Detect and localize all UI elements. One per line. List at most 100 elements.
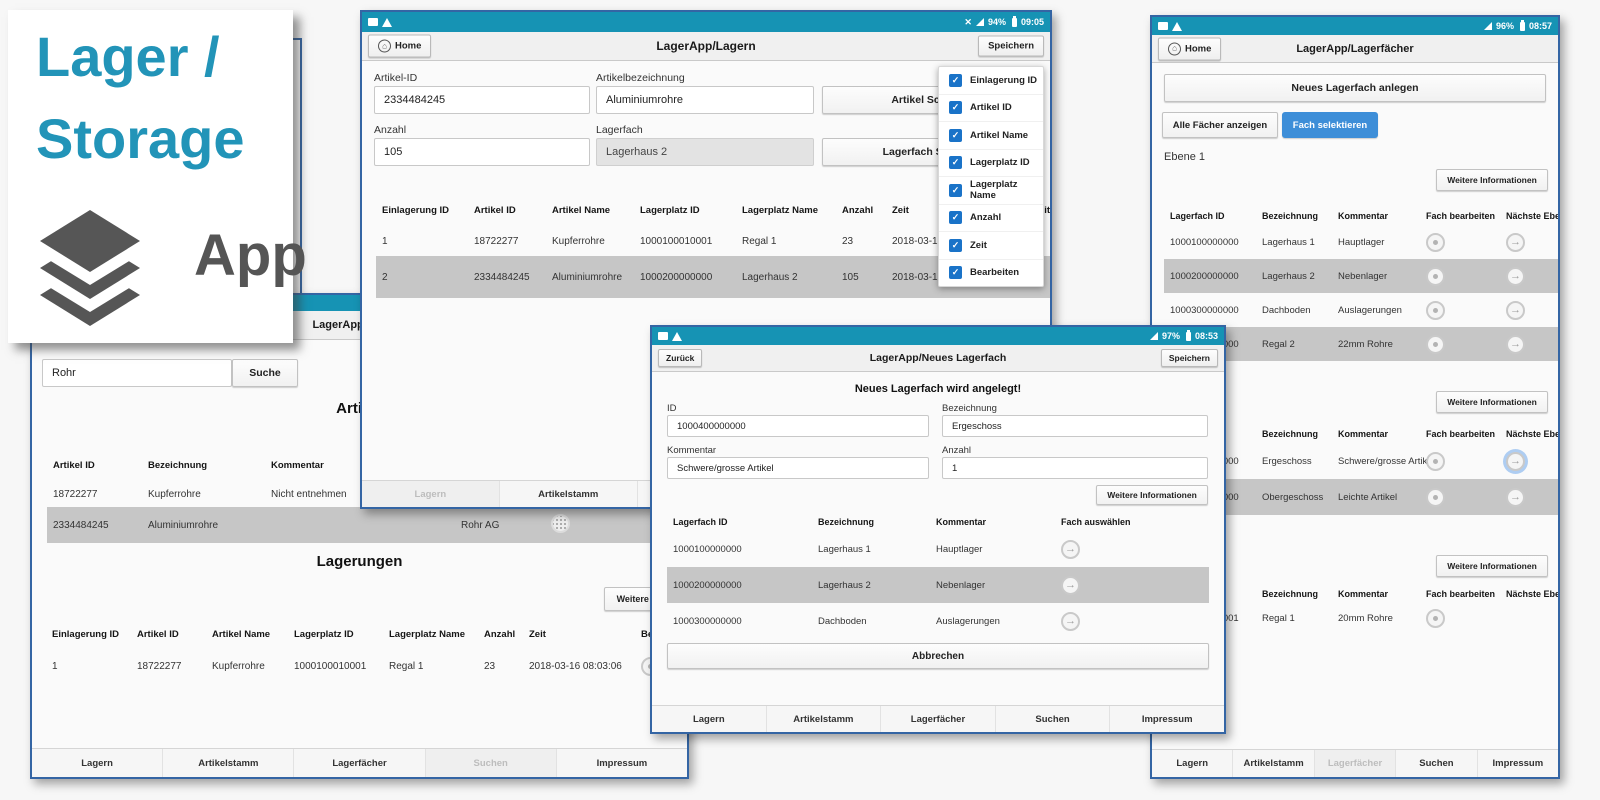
table-row[interactable]: 1 18722277 Kupferrohre 1000100010001 Reg… xyxy=(46,651,687,681)
tab-artikelstamm[interactable]: Artikelstamm xyxy=(1232,750,1314,777)
fach-auswaehlen-icon[interactable] xyxy=(1061,575,1080,595)
checked-checkbox-icon[interactable] xyxy=(949,101,962,115)
dropdown-label: Zeit xyxy=(970,239,987,251)
search-input[interactable]: Rohr xyxy=(42,359,232,387)
tab-lagern[interactable]: Lagern xyxy=(362,481,499,507)
cell: 1 xyxy=(52,660,58,672)
kommentar-field[interactable]: Schwere/grosse Artikel xyxy=(667,457,929,479)
search-button[interactable]: Suche xyxy=(232,359,298,387)
back-button[interactable]: Zurück xyxy=(658,349,703,367)
fach-bearbeiten-icon[interactable] xyxy=(1426,608,1445,628)
more-info-button[interactable]: Weitere Informationen xyxy=(1436,169,1548,191)
table-row[interactable]: 1000100000000 Lagerhaus 1 Hauptlager xyxy=(1164,225,1558,259)
naechste-ebene-icon[interactable] xyxy=(1506,334,1525,354)
tab-lagerfaecher[interactable]: Lagerfächer xyxy=(1313,750,1396,777)
tab-impressum[interactable]: Impressum xyxy=(1476,750,1558,777)
dropdown-item-lagerplatz-id[interactable]: Lagerplatz ID xyxy=(939,150,1043,177)
more-info-button[interactable]: Weitere Informationen xyxy=(1096,485,1208,505)
tab-artikelstamm[interactable]: Artikelstamm xyxy=(765,706,881,732)
lagerfach-field[interactable]: Lagerhaus 2 xyxy=(596,138,814,166)
toggle-alle-faecher[interactable]: Alle Fächer anzeigen xyxy=(1162,112,1278,138)
tab-impressum[interactable]: Impressum xyxy=(1109,706,1224,732)
tab-lagerfaecher[interactable]: Lagerfächer xyxy=(293,749,425,777)
more-info-button[interactable]: Weitere Informationen xyxy=(1436,555,1548,577)
toggle-fach-selektieren[interactable]: Fach selektieren xyxy=(1282,112,1378,138)
table-row-selected[interactable]: 1000500000000 Obergeschoss Leichte Artik… xyxy=(1164,479,1558,515)
fach-bearbeiten-icon[interactable] xyxy=(1426,300,1445,320)
battery-icon xyxy=(1011,15,1017,27)
tab-artikelstamm[interactable]: Artikelstamm xyxy=(162,749,294,777)
col-artikel-name: Artikel Name xyxy=(552,204,611,216)
table-row-selected[interactable]: 2334484245 Aluminiumrohre Rohr AG xyxy=(47,507,677,543)
cell: 1000100000000 xyxy=(1170,236,1239,248)
dropdown-item-einlagerung-id[interactable]: Einlagerung ID xyxy=(939,67,1043,95)
checked-checkbox-icon[interactable] xyxy=(949,73,962,87)
naechste-ebene-icon-focused[interactable] xyxy=(1506,451,1525,471)
artikel-id-field[interactable]: 2334484245 xyxy=(374,86,590,114)
home-button[interactable]: ⌂ Home xyxy=(368,34,432,58)
anzahl-value: 105 xyxy=(384,146,403,158)
dropdown-item-artikel-id[interactable]: Artikel ID xyxy=(939,95,1043,122)
fach-bearbeiten-icon[interactable] xyxy=(1426,451,1445,471)
col-lagerfach-id: Lagerfach ID xyxy=(673,517,728,527)
checked-checkbox-icon[interactable] xyxy=(949,128,962,142)
fach-bearbeiten-icon[interactable] xyxy=(1426,487,1445,507)
fach-auswaehlen-icon[interactable] xyxy=(1061,539,1080,559)
tab-artikelstamm[interactable]: Artikelstamm xyxy=(498,481,637,507)
anzahl-field[interactable]: 105 xyxy=(374,138,590,166)
table-row-selected[interactable]: 1000200000000 Lagerhaus 2 Nebenlager xyxy=(667,567,1209,603)
cell: Regal 1 xyxy=(742,235,777,247)
new-lagerfach-button[interactable]: Neues Lagerfach anlegen xyxy=(1164,74,1546,102)
table-row[interactable]: 1000300000000 Dachboden Auslagerungen xyxy=(667,603,1209,639)
fach-bearbeiten-icon[interactable] xyxy=(1426,232,1445,252)
fach-auswaehlen-icon[interactable] xyxy=(1061,611,1080,631)
more-info-button[interactable]: Weitere Informationen xyxy=(1436,391,1548,413)
tab-suchen[interactable]: Suchen xyxy=(424,749,556,777)
table-row[interactable]: 1000100000000 Lagerhaus 1 Hauptlager xyxy=(667,531,1209,567)
tab-lagern[interactable]: Lagern xyxy=(32,749,163,777)
naechste-ebene-icon[interactable] xyxy=(1506,232,1525,252)
cell: Kupferrohre xyxy=(212,660,265,672)
dropdown-item-artikel-name[interactable]: Artikel Name xyxy=(939,122,1043,150)
checked-checkbox-icon[interactable] xyxy=(949,183,962,197)
table-row-selected[interactable]: 1000400000000 Regal 2 22mm Rohre xyxy=(1164,327,1558,361)
artikelbezeichnung-field[interactable]: Aluminiumrohre xyxy=(596,86,814,114)
artikel-table: Artikel ID Bezeichnung Kommentar 1872227… xyxy=(47,455,677,543)
home-button[interactable]: ⌂ Home xyxy=(1158,37,1222,60)
tab-suchen[interactable]: Suchen xyxy=(994,706,1110,732)
tab-lagern[interactable]: Lagern xyxy=(652,706,766,732)
fach-bearbeiten-icon[interactable] xyxy=(1426,334,1445,354)
checked-checkbox-icon[interactable] xyxy=(949,266,962,280)
naechste-ebene-icon[interactable] xyxy=(1506,487,1525,507)
checked-checkbox-icon[interactable] xyxy=(949,238,962,252)
save-button[interactable]: Speichern xyxy=(1160,349,1218,367)
id-field[interactable]: 1000400000000 xyxy=(667,415,929,437)
fach-bearbeiten-icon[interactable] xyxy=(1426,266,1445,286)
tab-lagern[interactable]: Lagern xyxy=(1152,750,1233,777)
save-button[interactable]: Speichern xyxy=(978,35,1044,57)
cell: 18722277 xyxy=(474,235,519,247)
bezeichnung-field[interactable]: Ergeschoss xyxy=(942,415,1208,437)
tab-suchen[interactable]: Suchen xyxy=(1395,750,1477,777)
dropdown-item-bearbeiten[interactable]: Bearbeiten xyxy=(939,260,1043,287)
artikel-id-value: 2334484245 xyxy=(384,94,446,106)
table-row-selected[interactable]: 1000200000000 Lagerhaus 2 Nebenlager xyxy=(1164,259,1558,293)
naechste-ebene-icon[interactable] xyxy=(1506,266,1525,286)
tab-lagerfaecher[interactable]: Lagerfächer xyxy=(880,706,995,732)
dropdown-item-anzahl[interactable]: Anzahl xyxy=(939,205,1043,232)
cell: 105 xyxy=(842,271,859,283)
checked-checkbox-icon[interactable] xyxy=(949,211,962,225)
naechste-ebene-icon[interactable] xyxy=(1506,300,1525,320)
table-row-selected[interactable]: 2 2334484245 Aluminiumrohre 100020000000… xyxy=(376,256,1050,298)
anzahl-field[interactable]: 1 xyxy=(942,457,1208,479)
tab-impressum[interactable]: Impressum xyxy=(555,749,687,777)
artikel-detail-icon[interactable] xyxy=(551,514,570,533)
cell: 1000100000000 xyxy=(673,543,742,555)
table-row[interactable]: 1000300000000 Dachboden Auslagerungen xyxy=(1164,293,1558,327)
dropdown-item-lagerplatz-name[interactable]: Lagerplatz Name xyxy=(939,177,1043,205)
cancel-button[interactable]: Abbrechen xyxy=(667,643,1209,669)
checked-checkbox-icon[interactable] xyxy=(949,156,962,170)
dropdown-item-zeit[interactable]: Zeit xyxy=(939,232,1043,260)
cell: 2 xyxy=(382,271,388,283)
table-row[interactable]: 18722277 Kupferrohre Nicht entnehmen xyxy=(47,481,677,507)
